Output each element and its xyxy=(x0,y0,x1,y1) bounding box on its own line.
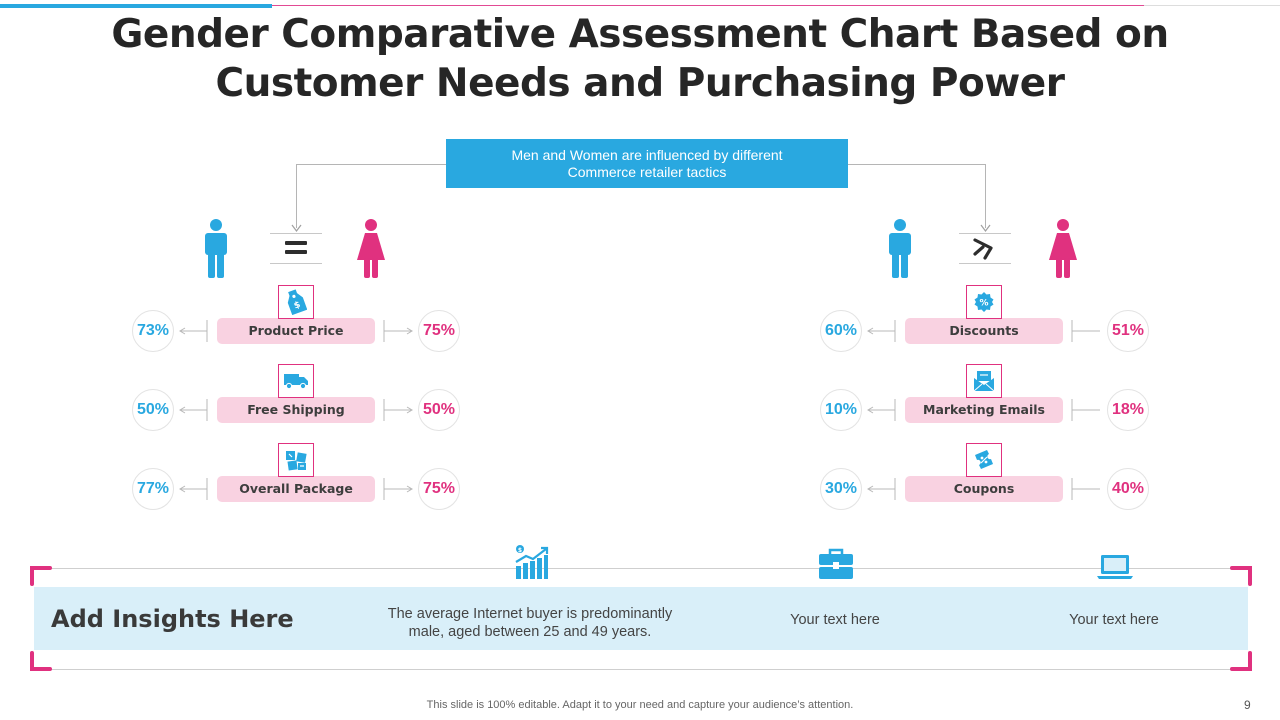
factor-icon-box xyxy=(278,443,314,477)
men-value-circle: 77% xyxy=(132,468,174,510)
female-icon xyxy=(1049,219,1077,278)
top-accent-bar xyxy=(0,4,272,8)
factor-label: Free Shipping xyxy=(247,402,345,417)
title-line-1: Gender Comparative Assessment Chart Base… xyxy=(111,12,1169,57)
svg-text:%: % xyxy=(979,299,988,309)
equal-icon-bar-2 xyxy=(285,250,307,254)
women-value-circle: 75% xyxy=(418,310,460,352)
insight-bottom-line xyxy=(34,669,1248,670)
factor-icon-box: % xyxy=(966,285,1002,319)
women-value-circle: 40% xyxy=(1107,468,1149,510)
connector-right-v xyxy=(985,164,986,228)
laptop-icon xyxy=(1097,555,1133,579)
package-icon xyxy=(286,451,307,471)
insight-brackets xyxy=(30,566,1252,671)
connector-right-h xyxy=(848,164,985,165)
factor-pill: Product Price xyxy=(217,318,375,344)
email-icon xyxy=(973,371,995,392)
factor-icon-box: $ xyxy=(278,285,314,319)
insight-heading: Add Insights Here xyxy=(51,605,294,633)
connector-left-v xyxy=(296,164,297,228)
factor-label: Product Price xyxy=(248,323,344,338)
women-value-circle: 18% xyxy=(1107,389,1149,431)
connector-right-arrow xyxy=(980,224,991,232)
men-value: 73% xyxy=(136,322,170,339)
factor-pill: Discounts xyxy=(905,318,1063,344)
briefcase-icon xyxy=(819,548,853,579)
male-icon xyxy=(205,219,227,278)
footer-note: This slide is 100% editable. Adapt it to… xyxy=(426,699,854,711)
growth-chart-icon: $ xyxy=(515,545,549,579)
title-line-2: Customer Needs and Purchasing Power xyxy=(215,61,1065,106)
female-icon xyxy=(357,219,385,278)
insight-top-line xyxy=(34,568,1248,569)
men-value-circle: 30% xyxy=(820,468,862,510)
page-number: 9 xyxy=(1244,698,1251,712)
factor-pill: Free Shipping xyxy=(217,397,375,423)
factor-pill: Marketing Emails xyxy=(905,397,1063,423)
callout-box: Men and Women are influenced by differen… xyxy=(446,139,848,188)
insight-text-1: The average Internet buyer is predominan… xyxy=(387,606,673,640)
insight-band xyxy=(34,587,1248,650)
women-value: 51% xyxy=(1111,322,1145,339)
connector-left-arrow xyxy=(291,224,302,232)
factor-label: Discounts xyxy=(949,323,1019,338)
men-value-circle: 73% xyxy=(132,310,174,352)
factor-icon-box xyxy=(966,443,1002,477)
men-value-circle: 50% xyxy=(132,389,174,431)
symbol-line-top xyxy=(270,233,322,234)
men-value: 10% xyxy=(824,401,858,418)
top-accent-line xyxy=(272,5,1144,6)
women-value: 75% xyxy=(422,480,456,497)
discount-badge-icon: % xyxy=(974,292,994,312)
page-title: Gender Comparative Assessment Chart Base… xyxy=(60,10,1220,108)
not-equal-icon xyxy=(973,238,993,260)
women-value-circle: 51% xyxy=(1107,310,1149,352)
price-tag-icon: $ xyxy=(287,289,307,315)
women-value-circle: 75% xyxy=(418,468,460,510)
women-value: 18% xyxy=(1111,401,1145,418)
factor-icon-box xyxy=(278,364,314,398)
top-accent-line-gray xyxy=(1144,5,1280,6)
factor-label: Coupons xyxy=(953,481,1015,496)
factor-label: Marketing Emails xyxy=(923,402,1045,417)
svg-text:$: $ xyxy=(293,300,302,312)
men-value-circle: 60% xyxy=(820,310,862,352)
delivery-truck-icon xyxy=(284,374,308,390)
svg-text:$: $ xyxy=(518,547,522,554)
connector-left-h xyxy=(296,164,446,165)
symbol-line-top xyxy=(959,233,1011,234)
factor-pill: Overall Package xyxy=(217,476,375,502)
factor-label: Overall Package xyxy=(239,481,353,496)
insight-text-2: Your text here xyxy=(790,612,880,628)
men-value: 30% xyxy=(824,480,858,497)
men-value: 50% xyxy=(136,401,170,418)
women-value: 50% xyxy=(422,401,456,418)
women-value-circle: 50% xyxy=(418,389,460,431)
men-value: 60% xyxy=(824,322,858,339)
factor-pill: Coupons xyxy=(905,476,1063,502)
men-value: 77% xyxy=(136,480,170,497)
insight-text-3: Your text here xyxy=(1069,612,1159,628)
symbol-line-bottom xyxy=(959,263,1011,264)
women-value: 40% xyxy=(1111,480,1145,497)
women-value: 75% xyxy=(422,322,456,339)
factor-icon-box xyxy=(966,364,1002,398)
equal-icon-bar-1 xyxy=(285,241,307,245)
male-icon xyxy=(889,219,911,278)
symbol-line-bottom xyxy=(270,263,322,264)
men-value-circle: 10% xyxy=(820,389,862,431)
coupon-icon xyxy=(975,450,993,469)
callout-text: Men and Women are influenced by differen… xyxy=(511,146,783,180)
